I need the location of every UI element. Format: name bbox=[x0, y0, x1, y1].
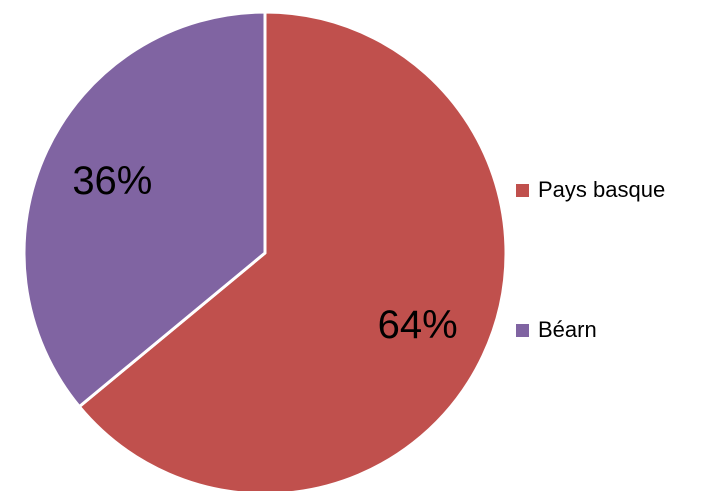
data-label-pays-basque: 64% bbox=[378, 303, 458, 347]
pie-slice-pays-basque bbox=[77, 10, 508, 491]
pie-slice-b-arn bbox=[22, 10, 267, 409]
legend: Pays basque Béarn bbox=[516, 176, 701, 344]
legend-item-pays-basque: Pays basque bbox=[516, 176, 701, 204]
legend-swatch-bearn bbox=[516, 323, 529, 337]
legend-label-pays-basque: Pays basque bbox=[538, 177, 666, 202]
legend-label-bearn: Béarn bbox=[538, 317, 597, 342]
pie-slices bbox=[22, 10, 508, 491]
legend-swatch-pays-basque bbox=[516, 183, 529, 197]
data-label-b-arn: 36% bbox=[72, 159, 152, 203]
legend-item-bearn: Béarn bbox=[516, 316, 701, 344]
pie-data-labels: 64% 36% bbox=[72, 159, 457, 347]
